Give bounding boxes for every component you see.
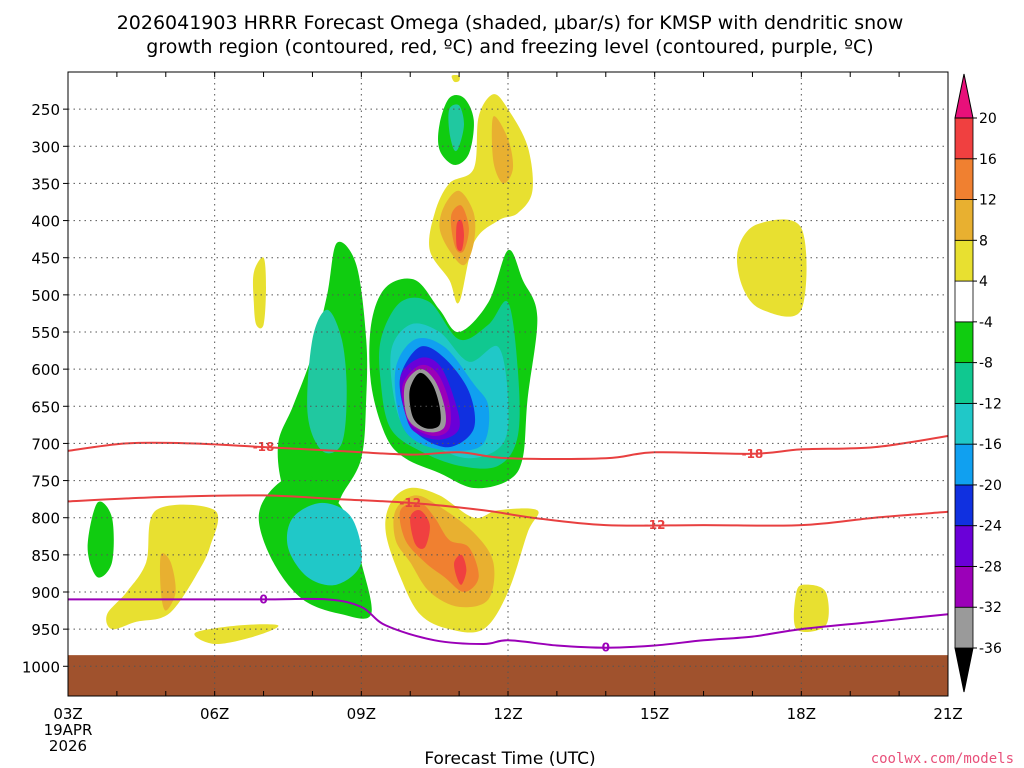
omega-shaded-field [68,74,948,696]
omega-region-28 [159,553,176,611]
x-start-date-0: 19APR [44,721,93,739]
colorbar-label-12: 16 [979,152,997,168]
colorbar-label-6: -12 [979,396,1002,412]
x-tick-label-18Z: 18Z [787,705,816,723]
chart-title-line-1: 2026041903 HRRR Forecast Omega (shaded, … [117,12,904,34]
x-start-date-1: 2026 [49,737,87,755]
colorbar-low-extend [954,647,974,693]
colorbar-label-3: -24 [979,519,1002,535]
y-tick-label-800: 800 [31,510,60,528]
dgz-minus18-line [67,435,949,461]
omega-region-2 [307,309,347,454]
x-tick-label-15Z: 15Z [640,705,669,723]
y-tick-label-450: 450 [31,250,60,268]
plot-frame [67,71,949,697]
colorbar-box-13 [954,117,974,160]
y-tick-label-250: 250 [31,101,60,119]
colorbar-label-2: -28 [979,559,1002,575]
y-tick-label-500: 500 [31,287,60,305]
colorbar-box-9 [954,280,974,323]
colorbar-label-5: -16 [979,437,1002,453]
colorbar-label-4: -20 [979,478,1002,494]
colorbar-box-5 [954,443,974,486]
omega-region-3 [286,502,362,586]
x-tick-label-03Z: 03Z [53,705,82,723]
credit-link[interactable]: coolwx.com/models [871,751,1014,767]
colorbar-label-11: 12 [979,193,997,209]
x-tick-label-12Z: 12Z [493,705,522,723]
x-tick-label-06Z: 06Z [200,705,229,723]
y-tick-label-600: 600 [31,361,60,379]
omega-region-29 [194,624,279,645]
freezing-level-0-label-0: 0 [259,592,267,606]
y-tick-label-1000: 1000 [22,658,60,676]
y-tick-label-950: 950 [31,621,60,639]
dgz-minus18-label-1: -18 [742,447,764,461]
omega-region-4 [87,501,114,578]
colorbar-box-11 [954,199,974,241]
dgz-minus12-label-1: -12 [644,518,666,532]
colorbar-box-8 [954,321,974,364]
chart-title-line-2: growth region (contoured, red, ºC) and f… [146,36,873,58]
colorbar-label-8: -4 [979,315,993,331]
freezing-level-0-label-1: 0 [602,641,610,655]
y-tick-label-850: 850 [31,547,60,565]
colorbar-box-3 [954,525,974,567]
y-tick-label-400: 400 [31,213,60,231]
colorbar-box-7 [954,362,974,404]
plot-grid [67,72,949,696]
omega-colorbar: -36 -32 -28 -24 -20 -16 -12 -8 -4 4 8 12 16 20 [954,73,1002,693]
omega-region-21 [252,257,266,329]
y-tick-label-350: 350 [31,175,60,193]
x-tick-label-21Z: 21Z [933,705,962,723]
dgz-minus12-line [67,494,949,527]
y-tick-label-650: 650 [31,398,60,416]
colorbar-box-6 [954,402,974,445]
colorbar-box-2 [954,566,974,608]
colorbar-label-10: 8 [979,233,988,249]
omega-region-31 [793,584,829,633]
colorbar-box-10 [954,239,974,282]
colorbar-high-extend [954,73,974,119]
omega-region-25 [410,510,430,549]
pressure-axis: 250 300 350 400 450 500 550 600 650 700 750 800 850 9… [22,101,68,676]
colorbar-label-9: 4 [979,274,988,290]
omega-region-30 [736,219,807,317]
freezing-level-0-line [68,597,949,649]
colorbar-label-7: -8 [979,356,993,372]
omega-region-32 [451,74,460,83]
y-tick-label-550: 550 [31,324,60,342]
y-tick-label-300: 300 [31,138,60,156]
y-tick-label-700: 700 [31,435,60,453]
temperature-contours: -18 -18 -12 -12 0 0 [67,435,949,655]
colorbar-label-13: 20 [979,111,997,127]
dgz-minus18-label-0: -18 [253,440,275,454]
colorbar-box-12 [954,158,974,200]
omega-region-13 [409,372,441,429]
colorbar-box-4 [954,484,974,527]
omega-region-15 [448,104,464,152]
omega-region-26 [454,554,467,585]
dgz-minus12-label-0: -12 [399,496,421,510]
y-tick-label-900: 900 [31,584,60,602]
omega-regions [68,74,948,696]
x-axis-label: Forecast Time (UTC) [424,749,595,768]
colorbar-label-0: -36 [979,641,1002,657]
omega-region-20 [456,219,464,252]
colorbar-label-1: -32 [979,600,1002,616]
x-tick-label-09Z: 09Z [347,705,376,723]
y-tick-label-750: 750 [31,473,60,491]
colorbar-box-1 [954,606,974,649]
